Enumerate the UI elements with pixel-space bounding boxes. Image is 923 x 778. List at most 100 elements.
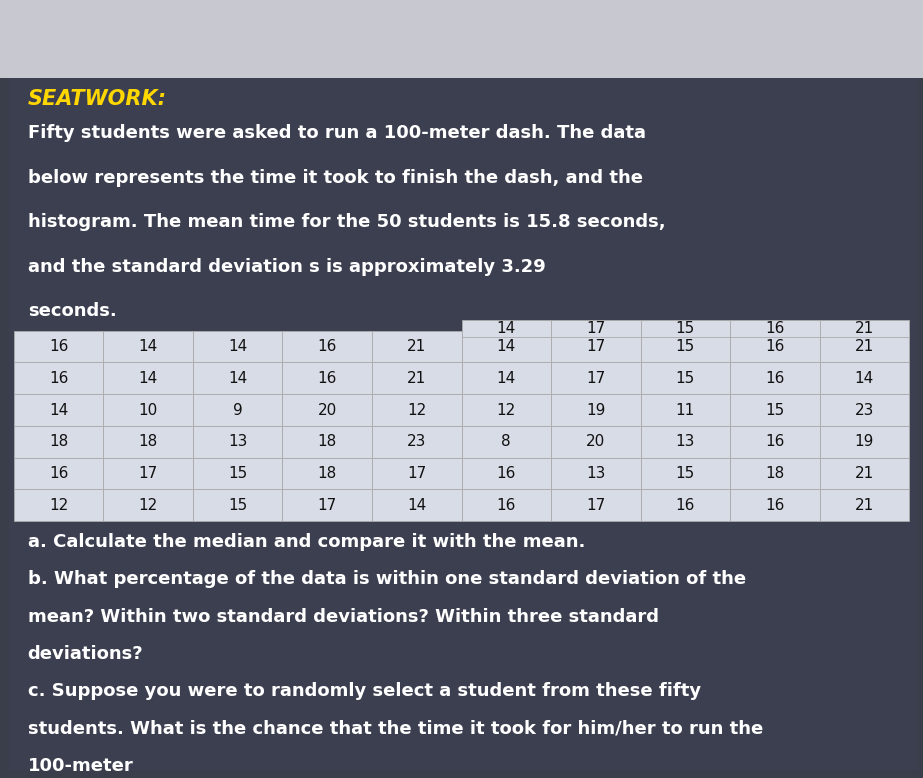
Text: histogram. The mean time for the 50 students is 15.8 seconds,: histogram. The mean time for the 50 stud… — [28, 213, 665, 231]
Bar — [103, 331, 193, 363]
Text: 8: 8 — [501, 434, 511, 450]
Text: 14: 14 — [497, 321, 516, 336]
Bar — [282, 394, 372, 426]
Text: 16: 16 — [49, 339, 68, 354]
Text: 15: 15 — [676, 466, 695, 481]
Bar — [730, 426, 820, 457]
Text: 16: 16 — [497, 498, 516, 513]
Bar — [14, 457, 103, 489]
Text: 17: 17 — [318, 498, 337, 513]
Bar — [730, 320, 820, 338]
Text: 14: 14 — [228, 371, 247, 386]
Bar — [103, 426, 193, 457]
Bar — [551, 426, 641, 457]
Text: 21: 21 — [855, 321, 874, 336]
Text: SEATWORK:: SEATWORK: — [28, 89, 167, 110]
Bar — [282, 457, 372, 489]
Text: 14: 14 — [228, 339, 247, 354]
Bar — [193, 331, 282, 363]
Text: 100-meter: 100-meter — [28, 757, 134, 775]
Text: seconds.: seconds. — [28, 302, 116, 320]
Text: 15: 15 — [765, 402, 785, 418]
Text: 17: 17 — [586, 498, 605, 513]
Text: 15: 15 — [676, 371, 695, 386]
Bar — [551, 489, 641, 521]
Text: 15: 15 — [228, 498, 247, 513]
Text: 20: 20 — [318, 402, 337, 418]
Bar — [551, 363, 641, 394]
Text: 16: 16 — [497, 466, 516, 481]
Text: mean? Within two standard deviations? Within three standard: mean? Within two standard deviations? Wi… — [28, 608, 659, 626]
Text: 18: 18 — [49, 434, 68, 450]
Text: 15: 15 — [676, 321, 695, 336]
Text: 15: 15 — [228, 466, 247, 481]
Text: 16: 16 — [765, 321, 785, 336]
Text: 13: 13 — [586, 466, 605, 481]
Bar — [551, 394, 641, 426]
Bar — [372, 426, 462, 457]
Text: 9: 9 — [233, 402, 243, 418]
Text: 11: 11 — [676, 402, 695, 418]
Text: Fifty students were asked to run a 100-meter dash. The data: Fifty students were asked to run a 100-m… — [28, 124, 646, 142]
Bar — [14, 394, 103, 426]
Text: 19: 19 — [586, 402, 605, 418]
Bar — [641, 331, 730, 363]
Bar — [641, 489, 730, 521]
Text: 17: 17 — [138, 466, 158, 481]
Bar — [730, 363, 820, 394]
Bar — [641, 426, 730, 457]
Text: 15: 15 — [676, 339, 695, 354]
Text: 14: 14 — [407, 498, 426, 513]
Bar — [103, 363, 193, 394]
Bar — [14, 331, 103, 363]
Text: 23: 23 — [855, 402, 874, 418]
Bar — [282, 489, 372, 521]
Bar — [282, 426, 372, 457]
Bar — [282, 363, 372, 394]
Bar — [372, 394, 462, 426]
Bar — [372, 457, 462, 489]
Text: 16: 16 — [49, 466, 68, 481]
Bar — [820, 363, 909, 394]
Text: 21: 21 — [407, 339, 426, 354]
Text: 12: 12 — [407, 402, 426, 418]
Text: 17: 17 — [586, 339, 605, 354]
Text: 17: 17 — [586, 321, 605, 336]
Bar — [193, 457, 282, 489]
Text: 21: 21 — [855, 466, 874, 481]
Text: 21: 21 — [855, 339, 874, 354]
Bar — [462, 394, 551, 426]
Bar — [372, 489, 462, 521]
Text: deviations?: deviations? — [28, 645, 143, 663]
Bar — [462, 363, 551, 394]
Text: 19: 19 — [855, 434, 874, 450]
Text: 12: 12 — [138, 498, 158, 513]
Bar — [551, 457, 641, 489]
Bar — [0, 0, 923, 78]
Text: 14: 14 — [138, 371, 158, 386]
Bar — [103, 489, 193, 521]
Text: 23: 23 — [407, 434, 426, 450]
Text: 17: 17 — [586, 371, 605, 386]
Text: below represents the time it took to finish the dash, and the: below represents the time it took to fin… — [28, 169, 642, 187]
Text: 14: 14 — [497, 371, 516, 386]
Bar — [820, 320, 909, 338]
Text: 16: 16 — [765, 339, 785, 354]
Text: 13: 13 — [676, 434, 695, 450]
Bar — [820, 457, 909, 489]
Bar — [820, 331, 909, 363]
Text: 16: 16 — [318, 339, 337, 354]
Bar — [193, 363, 282, 394]
Bar — [641, 457, 730, 489]
Bar — [730, 331, 820, 363]
Text: 16: 16 — [765, 498, 785, 513]
Text: 18: 18 — [765, 466, 785, 481]
Text: students. What is the chance that the time it took for him/her to run the: students. What is the chance that the ti… — [28, 720, 763, 738]
Text: 21: 21 — [855, 498, 874, 513]
Bar — [462, 489, 551, 521]
Bar — [103, 394, 193, 426]
Text: 10: 10 — [138, 402, 158, 418]
Bar — [820, 426, 909, 457]
Bar — [462, 426, 551, 457]
Bar — [820, 394, 909, 426]
